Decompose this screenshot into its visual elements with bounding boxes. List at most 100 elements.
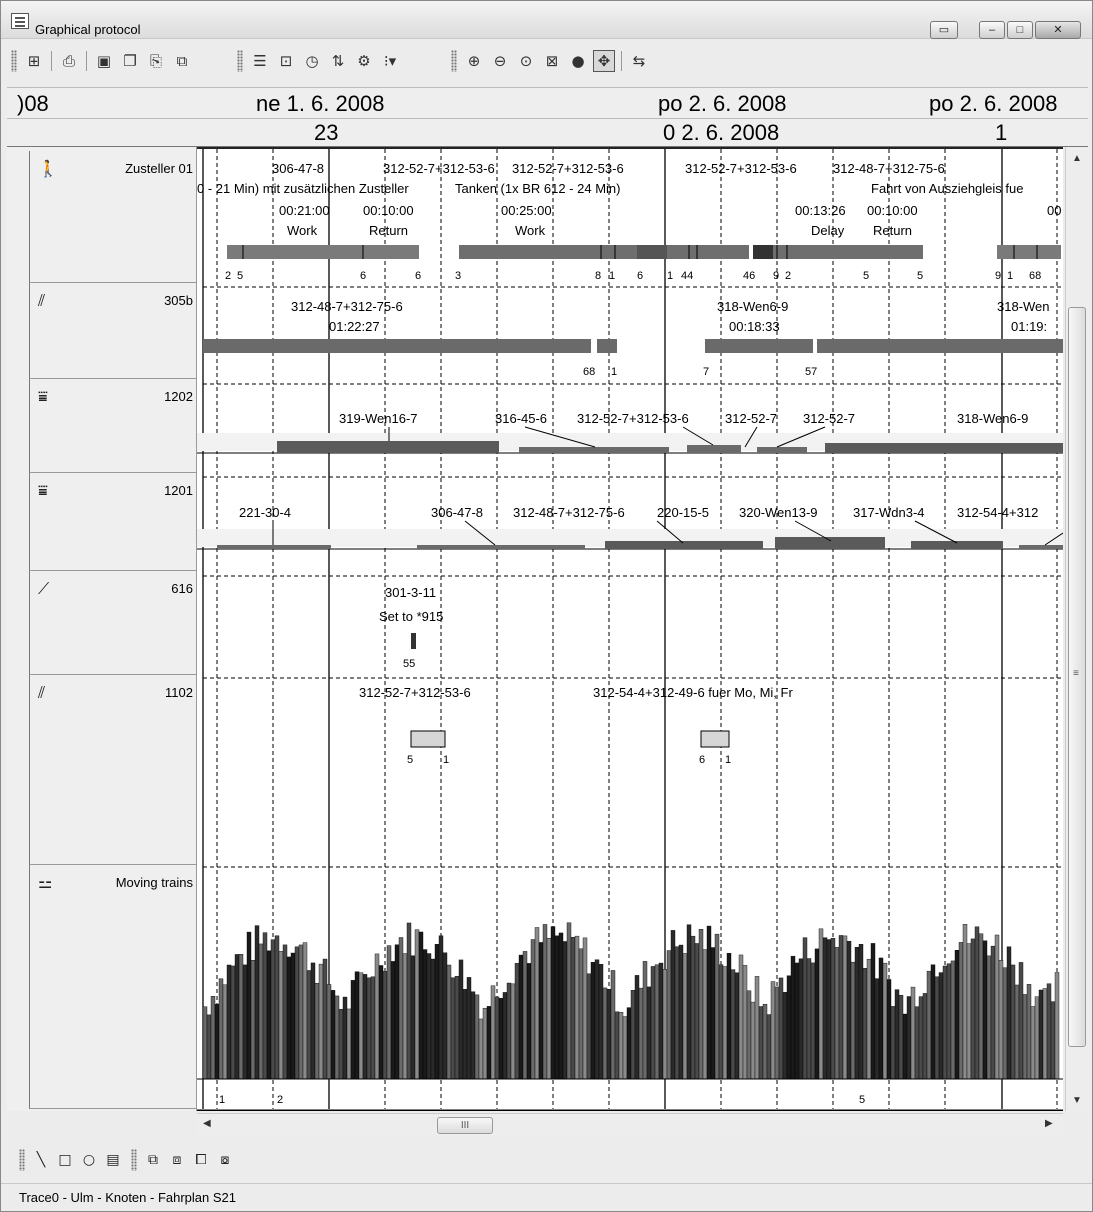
histogram-bar [534, 927, 540, 1080]
print-icon[interactable]: ⎙ [62, 52, 75, 70]
svg-text:319-Wen16-7: 319-Wen16-7 [339, 411, 418, 426]
toolbar-grip[interactable] [131, 1149, 137, 1171]
histogram-bar [906, 996, 912, 1080]
svg-text:8: 8 [595, 270, 601, 282]
vertical-scroll-thumb[interactable]: ≡ [1068, 307, 1086, 1047]
histogram-bar [286, 956, 292, 1080]
row-header-616[interactable]: ⟋ 616 [29, 571, 199, 675]
restore-button[interactable]: ▭ [930, 21, 958, 39]
histogram-bar [454, 975, 460, 1080]
task-label: 312-52-7+312-53-6 [512, 161, 624, 176]
histogram-bar [654, 964, 660, 1080]
histogram-bar [210, 996, 216, 1080]
svg-text:2: 2 [225, 270, 231, 282]
zoom-in-icon[interactable]: ⊕ [467, 52, 481, 70]
zoom-out-icon[interactable]: ⊖ [493, 52, 507, 70]
export-icon[interactable]: ⎘ [149, 52, 162, 70]
clock-icon[interactable]: ◷ [305, 52, 319, 70]
histogram-bar [890, 1006, 896, 1080]
toolbar-grip[interactable] [11, 50, 17, 72]
scroll-up-icon[interactable]: ▲ [1072, 153, 1082, 164]
svg-text:01:19:: 01:19: [1011, 319, 1047, 334]
histogram-bar [974, 926, 980, 1080]
svg-text:6: 6 [360, 270, 366, 282]
histogram-bar [610, 970, 616, 1080]
tree-icon[interactable]: ⊞ [27, 52, 41, 70]
horizontal-scrollbar[interactable]: ◀ III ▶ [197, 1113, 1063, 1137]
sync-icon[interactable]: ⇆ [632, 52, 646, 70]
histogram-bar [810, 962, 816, 1080]
hour-label: 23 [314, 120, 339, 145]
histogram-bar [258, 943, 264, 1080]
ellipse-tool-icon[interactable]: ○ [82, 1152, 96, 1168]
scroll-left-icon[interactable]: ◀ [203, 1118, 211, 1129]
track-305b-row: 312-48-7+312-75-6 318-Wen6-9 318-Wen 01:… [203, 299, 1063, 378]
histogram-bar [962, 924, 968, 1080]
export-all-icon[interactable]: ⧉ [176, 52, 188, 70]
histogram-bar [542, 924, 548, 1080]
histogram-bar [214, 1003, 220, 1080]
type-label: Work [287, 223, 318, 238]
zoom-select-icon[interactable]: ● [571, 52, 585, 70]
protocol-chart[interactable]: 306-47-8 312-52-7+312-53-6 312-52-7+312-… [197, 147, 1063, 1111]
copy-icon[interactable]: ❐ [123, 52, 137, 70]
histogram-bar [446, 964, 452, 1080]
histogram-bar [562, 941, 568, 1080]
svg-text:Set to *915: Set to *915 [379, 609, 443, 624]
maximize-button[interactable]: □ [1007, 21, 1033, 39]
scroll-down-icon[interactable]: ▼ [1072, 1095, 1082, 1106]
close-button[interactable]: ✕ [1035, 21, 1081, 39]
line-tool-icon[interactable]: ╲ [36, 1152, 46, 1168]
layout-icon[interactable]: ⁝▾ [383, 52, 397, 70]
row-header-305b[interactable]: ⫽ 305b [29, 283, 199, 379]
date-label: )08 [17, 91, 49, 116]
list-icon[interactable]: ☰ [253, 52, 267, 70]
date-label: ne 1. 6. 2008 [256, 91, 385, 116]
row-header-1202[interactable]: ⩸ 1202 [29, 379, 199, 473]
bring-front-icon[interactable]: ⧉ [148, 1152, 158, 1168]
histogram-bar [262, 932, 268, 1080]
scroll-right-icon[interactable]: ▶ [1045, 1118, 1053, 1129]
histogram-bar [382, 971, 388, 1080]
toolbar-grip[interactable] [237, 50, 243, 72]
occupation-bar [277, 441, 499, 453]
properties-icon[interactable]: ⚙ [357, 52, 371, 70]
row-header-1201[interactable]: ⩸ 1201 [29, 473, 199, 571]
zoom-reset-icon[interactable]: ⊙ [519, 52, 533, 70]
task-label: 312-48-7+312-75-6 [833, 161, 945, 176]
text-tool-icon[interactable]: ▤ [106, 1152, 120, 1168]
zoom-window-icon[interactable]: ⊡ [279, 52, 293, 70]
histogram-bar [238, 954, 244, 1080]
histogram-bar [826, 939, 832, 1080]
row-header-zusteller[interactable]: 🚶 Zusteller 01 [29, 151, 199, 283]
toolbar-grip[interactable] [19, 1149, 25, 1171]
histogram-bar [862, 968, 868, 1080]
work-bar [637, 245, 667, 259]
toolbar-grip[interactable] [451, 50, 457, 72]
send-backward-icon[interactable]: ⧇ [220, 1152, 230, 1168]
screen-icon[interactable]: ▣ [96, 52, 112, 70]
svg-text:1: 1 [667, 270, 673, 282]
histogram-bar [490, 985, 496, 1080]
histogram-bar [570, 936, 576, 1080]
histogram-bar [1010, 964, 1016, 1080]
histogram-bar [1006, 946, 1012, 1080]
histogram-bar [478, 1018, 484, 1080]
occupation-bar [687, 445, 741, 453]
horizontal-scroll-thumb[interactable]: III [437, 1117, 493, 1134]
histogram-bar [702, 949, 708, 1080]
histogram-bar [430, 958, 436, 1080]
row-header-1102[interactable]: ⫽ 1102 [29, 675, 199, 865]
send-back-icon[interactable]: ⧈ [172, 1152, 182, 1168]
zoom-area-icon[interactable]: ⊠ [545, 52, 559, 70]
blocked-track-icon: ⫽ [38, 683, 46, 702]
rectangle-tool-icon[interactable]: □ [58, 1152, 72, 1168]
bring-forward-icon[interactable]: ⧠ [195, 1152, 207, 1168]
histogram-bar [1046, 983, 1052, 1080]
histogram-bar [682, 953, 688, 1080]
vertical-scrollbar[interactable]: ▲ ≡ ▼ [1065, 147, 1088, 1111]
pan-icon[interactable]: ✥ [593, 50, 615, 72]
minimize-button[interactable]: – [979, 21, 1005, 39]
sort-icon[interactable]: ⇅ [331, 52, 345, 70]
row-header-moving-trains[interactable]: ⚍ Moving trains [29, 865, 199, 1109]
